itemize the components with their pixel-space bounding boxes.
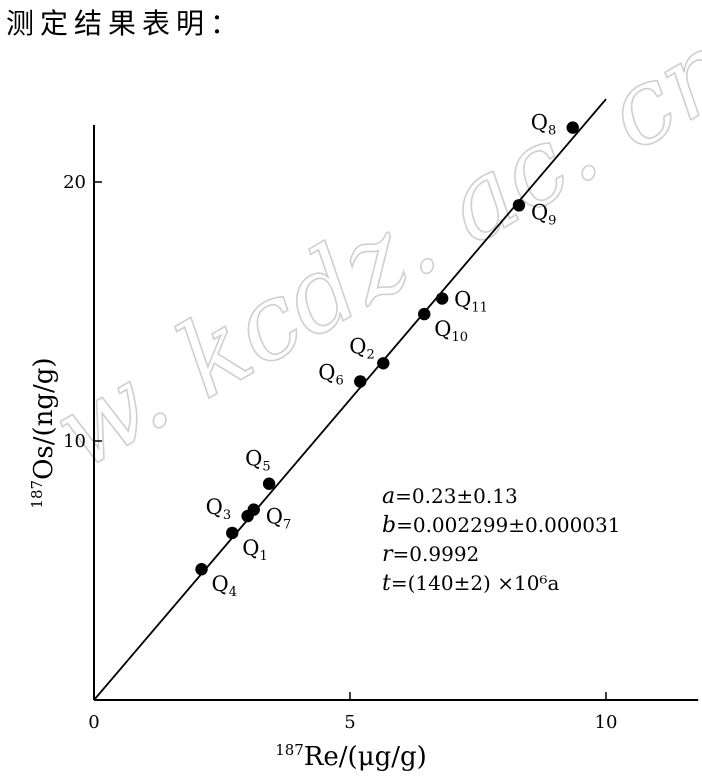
heading-text: 测定结果表明： [6, 7, 245, 40]
point-label: Q4 [212, 572, 238, 600]
point-label: Q5 [245, 447, 271, 475]
data-point [435, 292, 449, 305]
point-label: Q10 [434, 317, 468, 345]
data-point [247, 503, 260, 516]
fit-statistic: t=(140±2) ×10⁶a [382, 571, 559, 596]
x-tick-label: 10 [595, 712, 618, 733]
point-label: Q1 [242, 536, 267, 564]
data-point [262, 477, 276, 490]
data-points [195, 121, 579, 576]
data-point [566, 121, 579, 134]
point-label: Q11 [454, 288, 488, 316]
fit-statistic: b=0.002299±0.000031 [382, 513, 620, 538]
axes: 0 5 10 10 20 [63, 125, 699, 733]
data-point [512, 199, 526, 212]
data-point [377, 357, 390, 370]
x-axis-title: 187Re/(μg/g) [275, 741, 427, 772]
watermark-text: w. kcdz. ac. cn/ [33, 0, 702, 493]
x-tick-label: 5 [344, 712, 355, 733]
point-label: Q7 [266, 505, 292, 533]
point-label: Q6 [318, 360, 344, 388]
point-label: Q3 [206, 495, 232, 523]
x-tick-label: 0 [88, 712, 99, 733]
axis-titles: 187Re/(μg/g) 187Os/(ng/g) [28, 357, 427, 772]
data-point [195, 563, 208, 576]
data-point [354, 375, 367, 388]
fit-statistic: r=0.9992 [382, 542, 479, 567]
y-tick-label: 20 [63, 172, 86, 193]
watermark: w. kcdz. ac. cn/ [32, 0, 702, 494]
data-point [418, 307, 431, 321]
isochron-fit-line [93, 98, 607, 701]
fit-line-group [93, 98, 607, 701]
y-axis-title: 187Os/(ng/g) [28, 357, 59, 508]
annotation-block: a=0.23±0.13 b=0.002299±0.000031 r=0.9992 t=… [382, 484, 620, 596]
data-point [226, 526, 239, 540]
point-label: Q2 [349, 334, 375, 362]
y-tick-label: 10 [63, 431, 86, 452]
fit-statistic: a=0.23±0.13 [382, 484, 518, 509]
